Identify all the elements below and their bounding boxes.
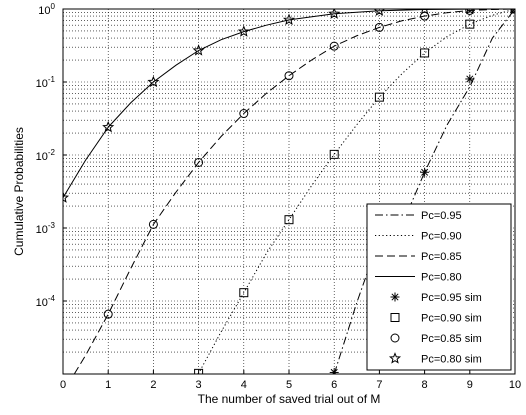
data-point-pc-0-85-sim — [374, 22, 384, 32]
legend-marker-pc-0-90-sim — [390, 313, 400, 322]
y-tick-label: 10-4 — [36, 294, 56, 309]
series-line-pc-0-90 — [194, 9, 515, 374]
data-point-pc-0-80-sim — [102, 120, 115, 133]
data-point-pc-0-80-sim — [192, 44, 205, 56]
x-tick-label: 10 — [509, 379, 521, 391]
legend: Pc=0.95 Pc=0.90 Pc=0.85 Pc=0.80 Pc=0.95 sim P… — [366, 203, 512, 371]
x-tick-label: 4 — [241, 379, 247, 391]
x-tick-label: 8 — [422, 379, 428, 391]
data-point-pc-0-85-sim — [329, 41, 339, 51]
data-point-pc-0-85-sim — [239, 109, 249, 119]
legend-label-pc-0-85: Pc=0.85 — [421, 251, 462, 263]
data-point-pc-0-80-sim — [328, 9, 341, 19]
legend-label-pc-0-95-sim: Pc=0.95 sim — [421, 292, 482, 304]
x-tick-label: 0 — [60, 379, 66, 391]
data-point-pc-0-80-sim — [63, 191, 70, 203]
x-tick-label: 3 — [196, 379, 202, 391]
legend-label-pc-0-80: Pc=0.80 — [421, 272, 462, 284]
data-point-pc-0-80-sim — [465, 9, 474, 15]
y-tick-label: 10-2 — [36, 148, 56, 163]
y-tick-label: 10-1 — [36, 75, 56, 90]
y-tick-label: 100 — [38, 2, 55, 17]
x-tick-label: 1 — [105, 379, 111, 391]
data-point-pc-0-90-sim — [239, 288, 249, 298]
grid-lines — [63, 9, 515, 374]
data-point-pc-0-85-sim — [465, 9, 475, 15]
legend-label-pc-0-80-sim: Pc=0.80 sim — [421, 354, 482, 366]
legend-box — [366, 203, 512, 371]
x-tick-label: 5 — [286, 379, 292, 391]
data-point-pc-0-80-sim — [237, 25, 250, 37]
y-axis-label: Cumulative Probabilities — [12, 127, 26, 256]
data-point-pc-0-90-sim — [465, 19, 475, 29]
data-point-pc-0-90-sim — [329, 149, 339, 159]
y-tick-label: 10-3 — [36, 221, 56, 236]
x-tick-label: 2 — [150, 379, 156, 391]
axis-ticks: 0 1 2 3 4 5 6 7 8 9 10 100 10-1 10-2 10-3 10-4 — [36, 2, 522, 391]
data-point-pc-0-85-sim — [148, 219, 158, 229]
legend-marker-pc-0-85-sim — [390, 333, 400, 343]
data-point-pc-0-85-sim — [284, 71, 294, 81]
x-tick-label: 9 — [467, 379, 473, 391]
legend-label-pc-0-85-sim: Pc=0.85 sim — [421, 333, 482, 345]
data-point-pc-0-90-sim — [374, 92, 384, 102]
data-point-pc-0-80-sim — [420, 9, 429, 15]
data-point-pc-0-90-sim — [420, 48, 430, 58]
data-point-pc-0-95-sim — [465, 74, 475, 84]
data-point-pc-0-90-sim — [194, 368, 204, 374]
data-point-pc-0-85-sim — [194, 157, 204, 167]
x-tick-label: 7 — [376, 379, 382, 391]
legend-marker-pc-0-80-sim — [388, 352, 402, 364]
x-tick-label: 6 — [331, 379, 337, 391]
legend-marker-pc-0-95-sim — [390, 292, 400, 302]
series-line-pc-0-95 — [333, 9, 515, 374]
x-axis-label: The number of saved trial out of M — [198, 392, 381, 406]
data-point-pc-0-90-sim — [284, 215, 294, 225]
series-line-pc-0-85 — [73, 9, 515, 374]
data-point-pc-0-80-sim — [147, 75, 160, 88]
legend-label-pc-0-90-sim: Pc=0.90 sim — [421, 313, 482, 325]
series-line-pc-0-80 — [63, 9, 515, 198]
data-point-pc-0-95-sim — [420, 167, 430, 177]
data-point-pc-0-80-sim — [282, 13, 296, 25]
plot-series — [63, 9, 515, 374]
legend-label-pc-0-90: Pc=0.90 — [421, 231, 462, 243]
legend-label-pc-0-95: Pc=0.95 — [421, 210, 462, 222]
data-point-pc-0-85-sim — [103, 309, 113, 319]
